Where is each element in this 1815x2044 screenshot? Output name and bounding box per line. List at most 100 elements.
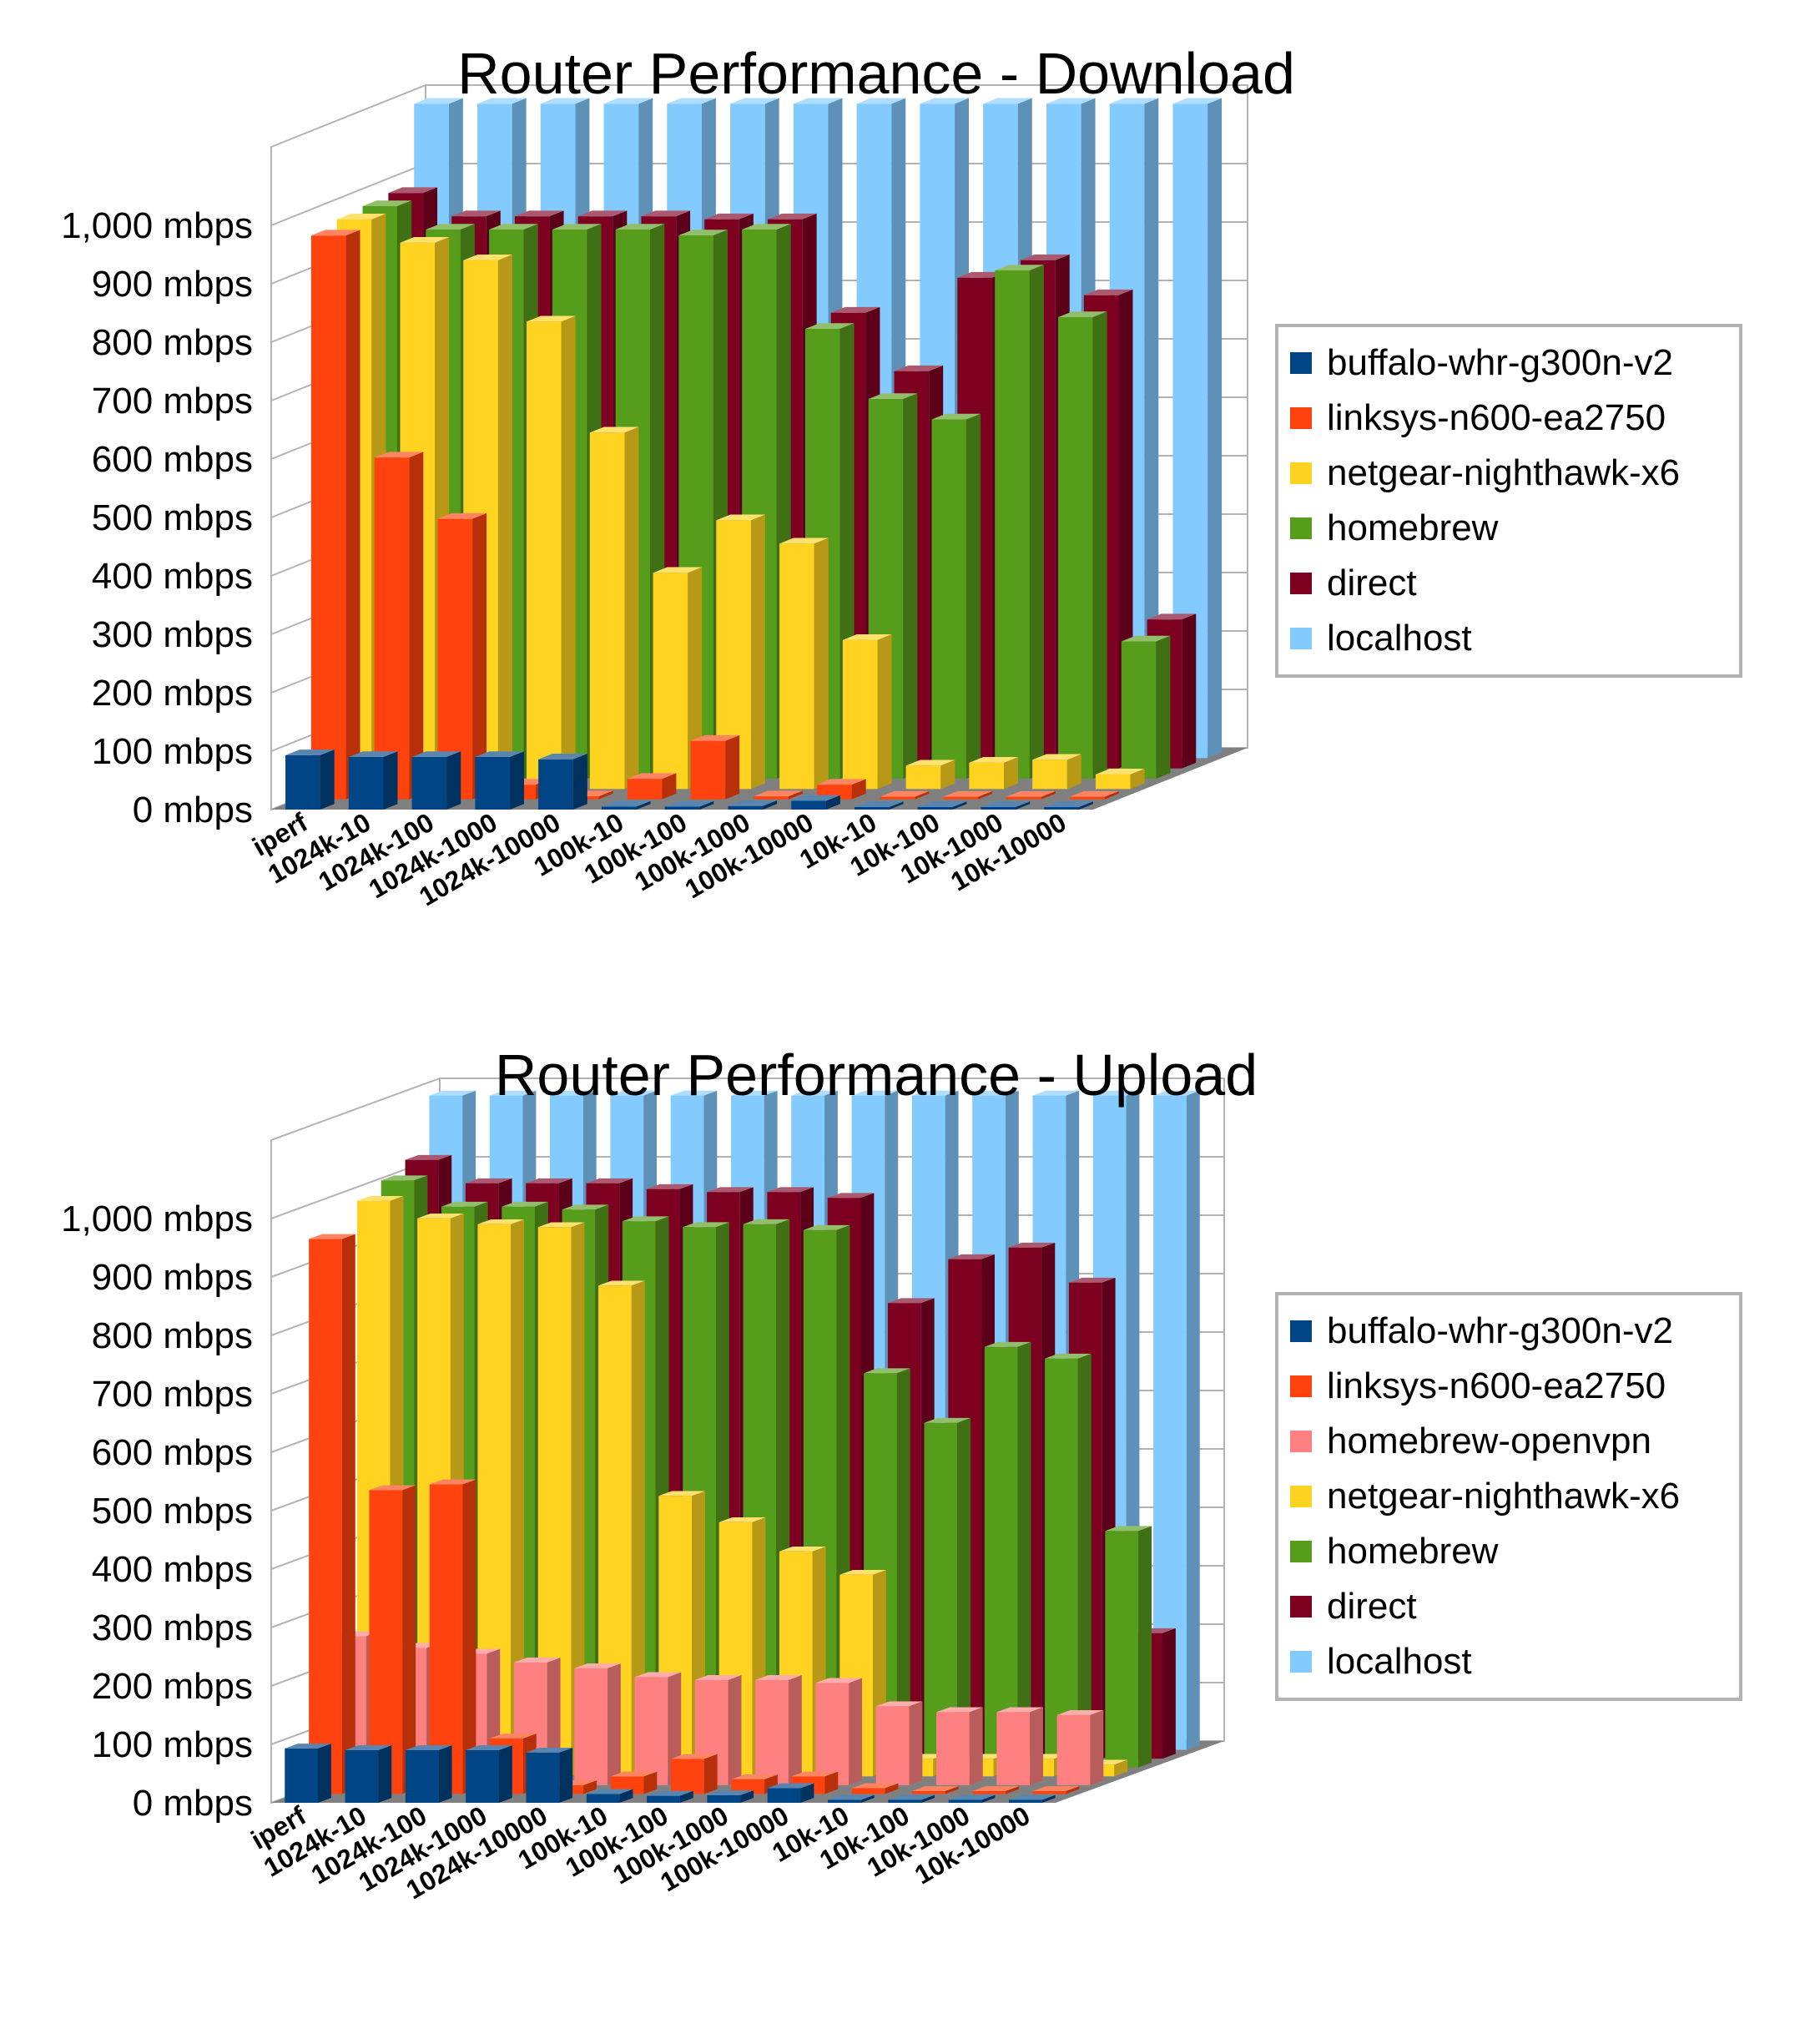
legend-label: buffalo-whr-g300n-v2 [1327,342,1673,383]
bar [943,790,993,800]
bar [996,1707,1044,1785]
upload-chart-plot: 0 mbps 100 mbps 200 mbps 300 mbps 400 mbps 50… [61,1077,1225,1905]
y-tick-label: 0 mbps [133,790,253,830]
bar [707,1790,754,1803]
legend-swatch [1290,1596,1312,1618]
legend-swatch [1290,1651,1312,1673]
y-tick-label: 0 mbps [133,1783,253,1824]
bar [1058,311,1107,779]
legend-item: homebrew [1290,501,1724,556]
bar [875,1701,923,1785]
y-tick-label: 500 mbps [92,1491,253,1532]
y-tick-label: 1,000 mbps [61,1199,253,1239]
bar [948,1794,996,1803]
y-tick-label: 600 mbps [92,439,253,480]
legend-label: localhost [1327,618,1472,659]
bar [1045,1353,1092,1768]
legend-label: linksys-n600-ea2750 [1327,1365,1666,1406]
bar [1105,1526,1152,1768]
y-tick-label: 800 mbps [92,322,253,363]
bar [310,230,360,800]
x-axis: iperf1024k-101024k-1001024k-10001024k-10… [246,1800,1036,1905]
chart-title: Router Performance - Upload [494,1042,1258,1108]
bar [888,1794,935,1803]
bars [285,1090,1200,1803]
bar [369,1485,416,1794]
legend-swatch [1290,1486,1312,1507]
y-tick-label: 900 mbps [92,264,253,305]
bar [285,1744,331,1803]
legend-item: homebrew-openvpn [1290,1414,1724,1469]
download-chart: 0 mbps 100 mbps 200 mbps 300 mbps 400 mbps 50… [0,0,1815,1002]
legend-item: localhost [1290,1634,1724,1689]
bars [285,98,1223,810]
legend-item: linksys-n600-ea2750 [1290,391,1724,446]
bar [981,801,1031,810]
bar [429,1479,476,1794]
legend-label: linksys-n600-ea2750 [1327,397,1666,438]
bar [1032,1786,1080,1794]
y-tick-label: 100 mbps [92,1724,253,1765]
legend-item: direct [1290,556,1724,611]
bar [475,751,524,810]
bar [972,1786,1020,1794]
legend-swatch [1290,352,1312,374]
y-tick-label: 100 mbps [92,731,253,772]
y-tick-label: 200 mbps [92,1666,253,1707]
bar [589,426,639,790]
legend-item: direct [1290,1579,1724,1634]
bar [905,760,955,790]
y-tick-label: 900 mbps [92,1257,253,1298]
legend-item: localhost [1290,611,1724,666]
download-chart-plot: 0 mbps 100 mbps 200 mbps 300 mbps 400 mbps 50… [61,83,1248,912]
bar [411,751,461,810]
legend-label: direct [1327,563,1417,603]
bar [627,773,677,800]
bar [664,800,714,810]
bar [610,1771,658,1794]
bar [285,749,335,810]
y-tick-label: 300 mbps [92,614,253,655]
bar [309,1234,355,1794]
legend-label: netgear-nighthawk-x6 [1327,1476,1681,1517]
legend-label: homebrew-openvpn [1327,1421,1651,1461]
chart-legend: buffalo-whr-g300n-v2 linksys-n600-ea2750 h… [1275,1292,1742,1701]
bar [601,800,651,810]
bar [1006,790,1056,800]
bar [969,757,1019,790]
bar [842,634,892,790]
bar [917,801,967,810]
y-axis: 0 mbps 100 mbps 200 mbps 300 mbps 400 mbps 50… [61,1199,253,1824]
bar [527,315,576,790]
bar [828,1794,875,1803]
bar [586,1789,633,1803]
y-tick-label: 500 mbps [92,497,253,538]
bar [791,795,840,810]
bar [1056,1710,1104,1785]
bar [1070,790,1119,800]
bar [851,1783,899,1794]
y-tick-label: 300 mbps [92,1607,253,1648]
bar [880,790,930,800]
bar [728,800,778,810]
bar [345,1745,392,1803]
legend-label: localhost [1327,1641,1472,1682]
legend-swatch [1290,407,1312,429]
y-tick-label: 700 mbps [92,1374,253,1415]
bar [1032,754,1081,790]
legend-swatch [1290,1541,1312,1562]
bar [690,734,740,800]
bar [526,1747,573,1803]
y-tick-label: 1,000 mbps [61,205,253,246]
y-tick-label: 400 mbps [92,1549,253,1590]
legend-swatch [1290,462,1312,484]
y-tick-label: 200 mbps [92,673,253,714]
legend-label: netgear-nighthawk-x6 [1327,452,1681,493]
bar [912,1786,959,1794]
bar [767,1783,814,1803]
bar [374,452,424,800]
x-axis: iperf1024k-101024k-1001024k-10001024k-10… [247,807,1071,912]
legend-swatch [1290,1375,1312,1397]
legend-swatch [1290,1431,1312,1452]
bar [348,751,398,810]
